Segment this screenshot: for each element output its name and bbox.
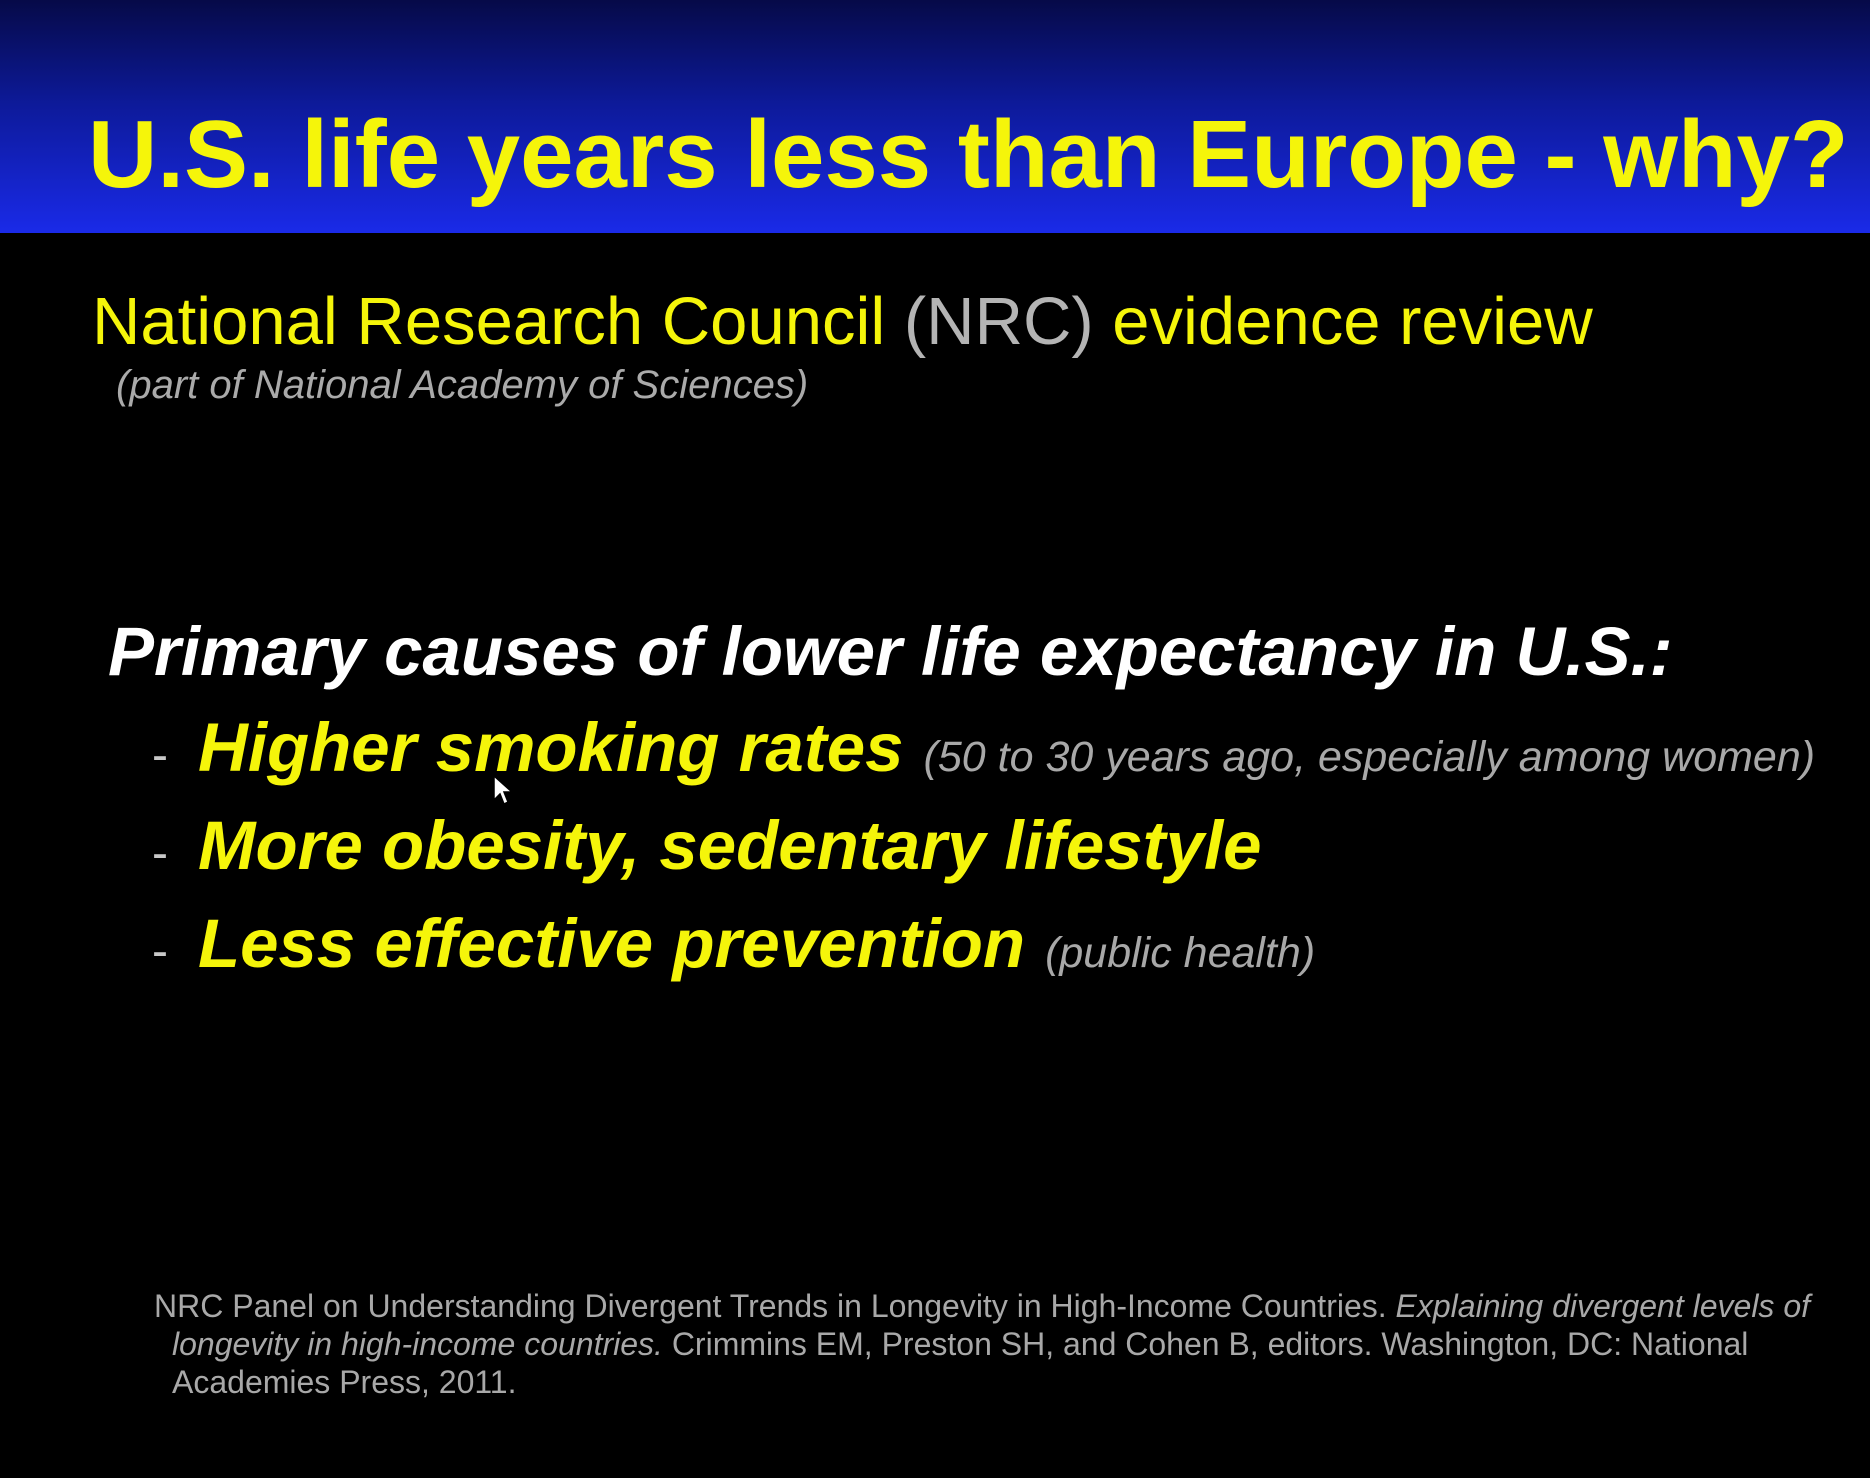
source-heading: National Research Council (NRC) evidence… — [92, 282, 1593, 362]
citation-publisher: Crimmins EM, Preston SH, and Cohen B, ed… — [172, 1326, 1749, 1400]
title-bar: U.S. life years less than Europe - why? — [0, 0, 1870, 233]
cause-text: Less effective prevention — [198, 905, 1026, 982]
cause-note: (public health) — [1045, 929, 1316, 977]
cause-text: Higher smoking rates — [198, 709, 904, 786]
source-heading-abbr: (NRC) — [903, 284, 1094, 359]
causes-heading: Primary causes of lower life expectancy … — [108, 613, 1673, 690]
mouse-pointer-icon — [493, 774, 514, 806]
cause-item-prevention: - Less effective prevention (public heal… — [152, 904, 1315, 983]
cause-note: (50 to 30 years ago, especially among wo… — [923, 733, 1816, 781]
cause-item-obesity: - More obesity, sedentary lifestyle — [152, 806, 1262, 885]
citation: NRC Panel on Understanding Divergent Tre… — [154, 1287, 1822, 1401]
cause-text: More obesity, sedentary lifestyle — [198, 807, 1262, 884]
source-subheading: (part of National Academy of Sciences) — [116, 363, 809, 407]
source-heading-lead: National Research Council — [92, 284, 886, 359]
cause-item-smoking: - Higher smoking rates (50 to 30 years a… — [152, 708, 1815, 787]
slide-title: U.S. life years less than Europe - why? — [88, 101, 1849, 208]
citation-authors: NRC Panel on Understanding Divergent Tre… — [154, 1288, 1396, 1324]
bullet-dash: - — [152, 729, 168, 782]
citation-title: Explaining divergent levels of longevity… — [172, 1288, 1810, 1362]
bullet-dash: - — [152, 925, 168, 978]
source-heading-tail: evidence review — [1112, 284, 1593, 359]
bullet-dash: - — [152, 827, 168, 880]
